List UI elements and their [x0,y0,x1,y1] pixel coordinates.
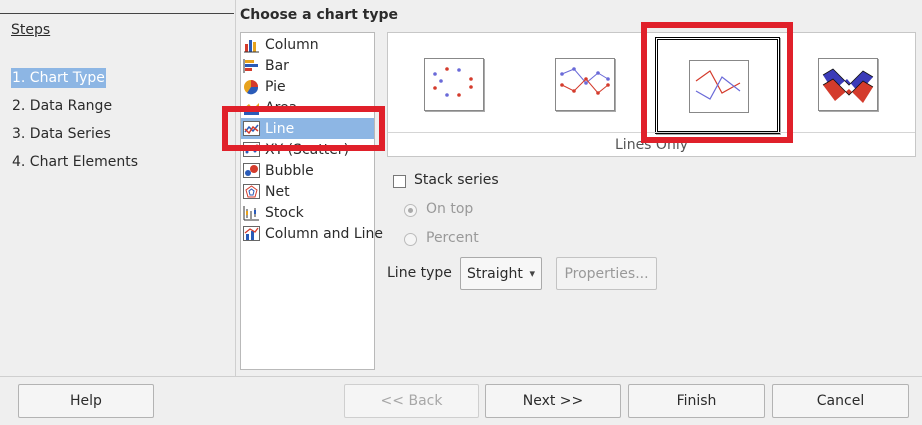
chart-type-label: Net [265,183,290,200]
variant-points-and-lines[interactable] [555,58,615,111]
steps-pane: Steps 1. Chart Type 2. Data Range 3. Dat… [0,0,236,376]
stack-series-checkbox[interactable] [393,175,406,188]
chart-type-column-and-line[interactable]: Column and Line [241,223,383,244]
chart-type-net[interactable]: Net [241,181,374,202]
steps-title: Steps [11,22,51,38]
section-title: Choose a chart type [240,7,399,23]
chart-type-label: Line [265,120,295,137]
net-chart-icon [243,183,260,199]
step-chart-type[interactable]: 1. Chart Type [11,68,106,88]
points-and-lines-icon [560,67,610,95]
back-button[interactable]: << Back [344,384,479,418]
bar-chart-icon [243,58,258,73]
pane-divider [235,0,236,376]
percent-label: Percent [426,230,479,246]
chart-type-column[interactable]: Column [241,34,374,55]
highlight-lines-only [641,22,793,143]
chart-variant-box: Lines Only [387,32,916,157]
stack-series-label: Stack series [414,172,499,188]
pie-chart-icon [244,79,259,94]
line-chart-icon [243,120,260,136]
on-top-radio[interactable] [404,204,417,217]
line-type-value: Straight [467,265,523,282]
chart-type-bubble[interactable]: Bubble [241,160,374,181]
bubble-chart-icon [243,162,260,178]
help-button[interactable]: Help [18,384,154,418]
chart-type-label: Stock [265,204,304,221]
line-type-select[interactable]: Straight ▾ [460,257,542,290]
3d-lines-icon [822,68,874,103]
on-top-label: On top [426,201,474,217]
chart-type-bar[interactable]: Bar [241,55,374,76]
variant-3d-lines[interactable] [818,58,878,111]
chart-type-label: Pie [265,78,286,95]
stock-chart-icon [243,205,259,220]
line-type-label: Line type [387,265,452,281]
points-only-icon [433,67,473,97]
chart-type-stock[interactable]: Stock [241,202,374,223]
highlight-line-type [222,106,385,151]
variant-points-only[interactable] [424,58,484,111]
column-chart-icon [244,39,259,52]
lines-only-icon [695,70,741,100]
percent-radio[interactable] [404,233,417,246]
chart-type-list[interactable]: Column Bar Pie Area Line XY (Scatter) Bu… [240,32,383,370]
next-button[interactable]: Next >> [485,384,621,418]
chart-type-label: Bubble [265,162,314,179]
step-data-range[interactable]: 2. Data Range [12,98,113,114]
chart-type-label: Bar [265,57,289,74]
variant-lines-only-preview [689,60,749,113]
steps-divider [0,13,234,14]
chart-type-label: Column and Line [265,225,384,242]
finish-button[interactable]: Finish [628,384,765,418]
step-data-series[interactable]: 3. Data Series [12,126,111,142]
chevron-down-icon: ▾ [529,267,535,280]
variant-label-divider [388,132,915,133]
chart-type-label: Column [265,36,319,53]
variant-lines-only[interactable] [655,37,780,134]
chart-type-pie[interactable]: Pie [241,76,374,97]
chart-type-line[interactable]: Line [241,118,374,139]
cancel-button[interactable]: Cancel [772,384,909,418]
column-and-line-chart-icon [243,225,260,241]
button-bar-divider [0,376,922,377]
properties-button[interactable]: Properties... [556,257,657,290]
step-chart-elements[interactable]: 4. Chart Elements [12,154,138,170]
